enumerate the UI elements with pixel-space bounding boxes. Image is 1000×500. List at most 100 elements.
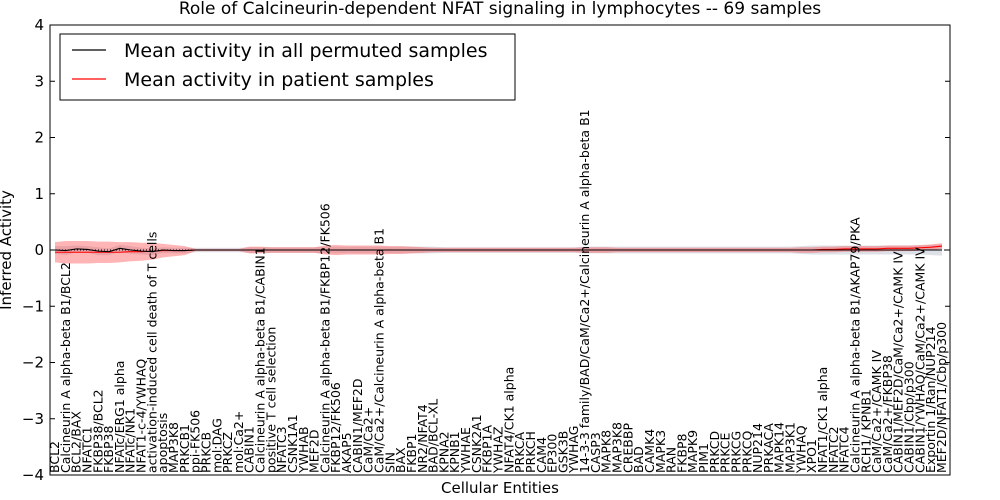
category-label: 14-3-3 family/BAD/CaM/Ca2+/Calcineurin A… <box>577 109 592 473</box>
category-label: PRKCZ <box>220 432 235 473</box>
category-label: apoptosis <box>155 413 170 473</box>
category-label: NFATC2 <box>826 426 841 473</box>
category-label: Calcineurin A alpha-beta B1/BCL2 <box>58 262 73 473</box>
confidence-bands <box>55 241 942 264</box>
category-label: NFAT1-c-4/YWHAQ <box>134 359 149 473</box>
category-label: CaM/Ca2+/CAMK IV <box>869 350 884 473</box>
category-label: CaM/Ca2+ <box>361 407 376 473</box>
category-label: Exportin 1/Ran/NUP214 <box>923 326 938 473</box>
category-label: PRKCQ <box>739 431 754 473</box>
y-tick-label: 3 <box>34 72 44 90</box>
y-axis-ticks: −4 −3 −2 −1 0 1 2 3 4 <box>22 16 950 484</box>
category-label: RCH1/ KPNB1 <box>858 389 873 473</box>
category-label: PRKCB1 <box>177 424 192 473</box>
category-label: CSNK1A1 <box>285 414 300 473</box>
category-label: CASP3 <box>588 432 603 473</box>
category-label: NFATC3 <box>274 426 289 473</box>
category-label: PRKCA <box>512 432 527 473</box>
category-label: RAN <box>664 447 679 473</box>
x-axis-label: Cellular Entities <box>441 479 559 497</box>
y-tick-label: 4 <box>34 16 44 34</box>
category-label: MAPK8 <box>599 430 614 473</box>
category-label: CABIN1 <box>242 426 257 473</box>
category-label: Calcineurin A alpha-beta B1/CABIN1 <box>253 247 268 473</box>
category-label: CaM/Ca2+/FKBP38 <box>880 355 895 473</box>
category-label: CABIN1/MEF2D <box>350 378 365 473</box>
y-tick-label: −4 <box>22 466 44 484</box>
category-label: PRKACA <box>761 423 776 473</box>
category-label: NFATC1 <box>79 426 94 473</box>
chart-title: Role of Calcineurin-dependent NFAT signa… <box>179 0 821 19</box>
category-label: MAP3K1 <box>783 422 798 473</box>
legend: Mean activity in all permuted samples Me… <box>59 33 516 101</box>
category-label: PRKCD <box>707 431 722 473</box>
category-label: YWHAQ <box>793 425 808 474</box>
category-label: CAMK4 <box>642 429 657 473</box>
category-label: PRKCG <box>728 431 743 473</box>
category-label: FKBP38/BCL2 <box>90 389 105 473</box>
category-label: MEF2D/NFAT1/Cbp/p300 <box>934 322 949 473</box>
category-label: MAPK9 <box>685 430 700 473</box>
legend-label-permuted: Mean activity in all permuted samples <box>124 40 487 62</box>
category-label: GSK3B <box>555 431 570 473</box>
category-label: MAP3K8 <box>609 422 624 473</box>
category-label: Calcineurin A alpha-beta B1/FKBP12/FK506 <box>317 203 332 473</box>
category-label: BCL2/BAX <box>69 411 84 473</box>
legend-box <box>59 33 516 101</box>
category-label: YWHAE <box>458 427 473 474</box>
y-tick-label: −2 <box>22 354 44 372</box>
category-label: BCL2 <box>47 441 62 473</box>
category-label: CABIN1/YWHAQ/CaM/Ca2+/CAMK IV <box>912 247 927 473</box>
category-label: XPO1 <box>804 439 819 473</box>
category-label: KPNA2 <box>436 431 451 473</box>
category-label: NFATC4 <box>837 426 852 473</box>
category-label: KPNB1 <box>447 431 462 473</box>
category-label: BAD/BCL-XL <box>426 399 441 473</box>
category-label: NR2/NFAT4 <box>415 404 430 473</box>
category-label: activation-induced cell death of T cells <box>144 232 159 473</box>
y-tick-label: −1 <box>22 297 44 315</box>
category-label: CAM4 <box>534 437 549 473</box>
category-label: FKBP12/FK506 <box>328 382 343 473</box>
y-tick-label: 0 <box>34 241 44 259</box>
category-label: BAX <box>393 447 408 473</box>
category-label: SIN <box>382 452 397 473</box>
category-label: Calcineurin A alpha-beta B1/AKAP79/PKA <box>847 217 862 473</box>
legend-label-patient: Mean activity in patient samples <box>124 69 434 91</box>
category-label: NUP214 <box>750 423 765 473</box>
category-label: AKAP5 <box>339 432 354 473</box>
y-tick-label: −3 <box>22 410 44 428</box>
category-label: NFAT1/CK1 alpha <box>815 367 830 473</box>
category-label: CABIN1/Cbp/p300 <box>902 361 917 473</box>
category-label: PIM1 <box>696 443 711 473</box>
y-axis-label: Inferred Activity <box>0 190 15 310</box>
band-patient <box>55 241 942 264</box>
category-label: mol:Ca2+ <box>231 411 246 473</box>
category-label: CaM/Ca2+/Calcineurin A alpha-beta B1 <box>372 228 387 473</box>
category-label: FKBP1A <box>480 425 495 473</box>
category-label: EP300 <box>545 434 560 473</box>
category-label: CREBBP <box>620 423 635 473</box>
y-tick-label: 1 <box>34 185 44 203</box>
category-label: MAPK14 <box>772 422 787 473</box>
y-tick-label: 2 <box>34 129 44 147</box>
category-label: MEF2D <box>307 430 322 473</box>
category-label: YWHAG <box>566 426 581 474</box>
category-label: PRKCH <box>523 431 538 473</box>
category-label: NFATc/ERG1 alpha <box>112 361 127 473</box>
category-label: ppi-FK506 <box>188 410 203 473</box>
category-label: PRKCE <box>718 433 733 473</box>
category-label: BAD <box>631 446 646 473</box>
category-label: YWHAZ <box>491 426 506 474</box>
category-label: NFAT4/CK1 alpha <box>501 367 516 473</box>
category-label: FKBP38 <box>101 426 116 473</box>
category-label: MAP3K8 <box>166 422 181 473</box>
category-label: YWHAB <box>296 426 311 474</box>
category-label: MAPK3 <box>653 430 668 473</box>
category-label: CSNK2A1 <box>469 414 484 473</box>
category-label: FKBP8 <box>674 433 689 473</box>
category-label: FKBP1 <box>404 434 419 473</box>
category-label: PRKCB <box>198 432 213 473</box>
